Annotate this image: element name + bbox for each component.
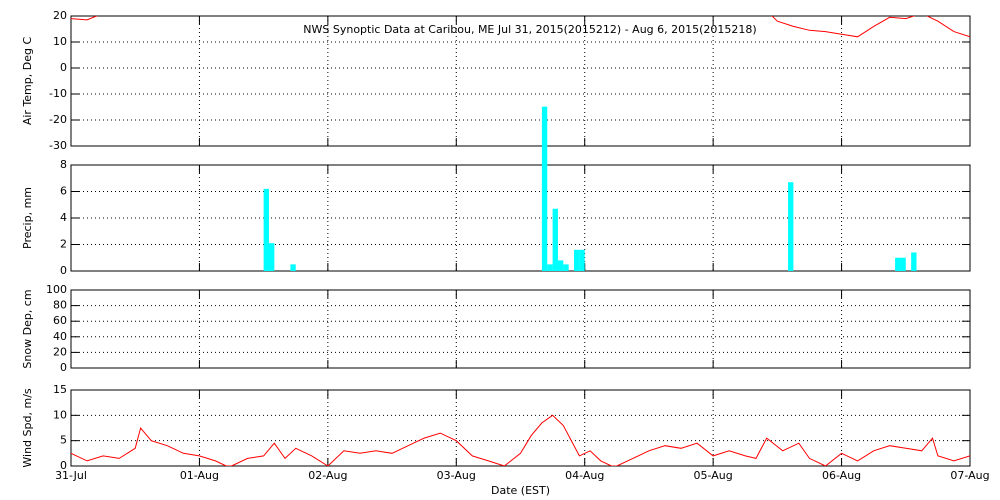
x-tick-label: 04-Aug (565, 469, 604, 482)
y-tick-label: 8 (60, 158, 67, 171)
y-tick-label: -20 (49, 113, 67, 126)
plot-frame (70, 289, 971, 369)
bar (263, 188, 269, 271)
y-tick-label: -10 (49, 87, 67, 100)
y-tick-label: 60 (53, 314, 67, 327)
x-tick-label: 03-Aug (437, 469, 476, 482)
data-line (71, 414, 970, 466)
x-tick-label: 05-Aug (694, 469, 733, 482)
plot-frame (70, 15, 971, 147)
plot-frame (70, 164, 971, 272)
bar (579, 249, 585, 271)
x-tick-label: 02-Aug (308, 469, 347, 482)
x-tick-label: 31-Jul (55, 469, 87, 482)
panel: -30 -20 -10 0 10 20 Air Temp, Deg C NWS Synopti… (21, 9, 971, 152)
y-tick-label: 2 (60, 238, 67, 251)
bar (911, 252, 917, 271)
bar (895, 257, 901, 271)
y-tick-label: 0 (60, 361, 67, 374)
y-tick-label: 4 (60, 211, 67, 224)
chart-title: NWS Synoptic Data at Caribou, ME Jul 31,… (303, 23, 756, 36)
bar (574, 249, 580, 271)
y-tick-label: 0 (60, 61, 67, 74)
y-tick-label: 5 (60, 434, 67, 447)
y-axis-label: Wind Spd, m/s (21, 388, 34, 468)
x-tick-label: 07-Aug (950, 469, 989, 482)
bar (547, 264, 553, 271)
y-tick-label: 80 (53, 299, 67, 312)
y-tick-label: 40 (53, 330, 67, 343)
bar (563, 264, 569, 271)
panel: 0 2 4 6 8 Precip, mm (21, 106, 971, 277)
y-tick-label: 20 (53, 9, 67, 22)
bar (788, 182, 794, 271)
y-tick-label: 10 (53, 35, 67, 48)
y-tick-label: 0 (60, 459, 67, 472)
y-tick-label: 0 (60, 264, 67, 277)
x-tick-label: 01-Aug (180, 469, 219, 482)
y-tick-label: 20 (53, 345, 67, 358)
y-axis-label: Snow Dep, cm (21, 289, 34, 368)
panel: 0 20 40 60 80 100 Snow Dep, cm (21, 283, 971, 374)
bar (541, 106, 548, 271)
y-tick-label: -30 (49, 139, 67, 152)
y-tick-label: 10 (53, 408, 67, 421)
y-tick-label: 15 (53, 383, 67, 396)
bar (900, 257, 906, 271)
y-axis-label: Precip, mm (21, 187, 34, 249)
y-axis-label: Air Temp, Deg C (21, 37, 34, 126)
x-tick-label: 06-Aug (822, 469, 861, 482)
bar (268, 243, 275, 271)
x-axis-label: Date (EST) (491, 484, 550, 497)
bar (290, 264, 296, 271)
data-line (71, 16, 970, 38)
panel: 31-Jul 01-Aug 02-Aug 03-Aug 04-Aug 05-Aug 06-A… (21, 383, 990, 497)
y-tick-label: 100 (46, 283, 67, 296)
plot-frame (70, 389, 971, 467)
bar (552, 208, 558, 271)
y-tick-label: 6 (60, 185, 67, 198)
bar (557, 260, 564, 271)
